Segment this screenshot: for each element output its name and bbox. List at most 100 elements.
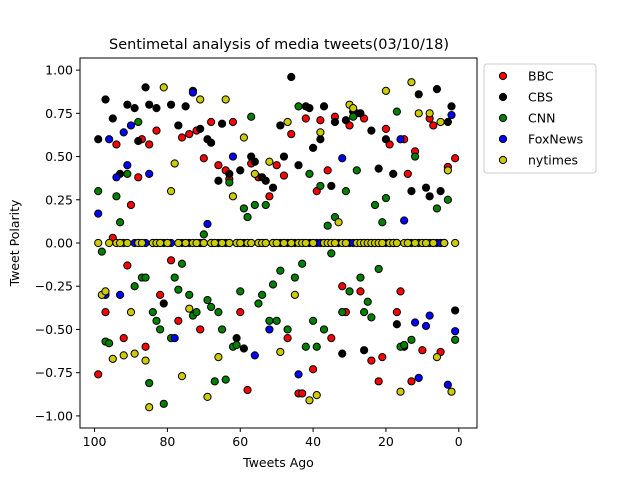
- data-point: [334, 218, 343, 227]
- data-point: [134, 136, 143, 146]
- legend-label: BBC: [528, 69, 554, 84]
- data-point: [341, 238, 350, 248]
- data-point: [119, 128, 128, 137]
- data-point: [214, 161, 223, 170]
- data-point: [272, 161, 281, 170]
- data-point: [214, 353, 223, 362]
- data-point: [232, 340, 241, 350]
- data-point: [174, 316, 183, 325]
- legend-frame: [483, 63, 597, 174]
- data-point: [392, 107, 401, 116]
- data-point: [276, 121, 285, 130]
- data-point: [170, 273, 179, 282]
- data-point: [381, 135, 391, 144]
- legend-label: CBS: [528, 90, 553, 105]
- data-point: [440, 238, 449, 248]
- data-point: [451, 327, 460, 336]
- data-point: [123, 169, 132, 178]
- data-point: [327, 249, 336, 258]
- data-point: [192, 308, 201, 317]
- data-point: [185, 129, 194, 139]
- data-point: [443, 380, 452, 389]
- data-point: [279, 171, 289, 180]
- data-point: [145, 100, 154, 109]
- data-point: [283, 117, 292, 127]
- data-point: [359, 308, 369, 317]
- data-point: [126, 200, 136, 210]
- data-point: [243, 212, 252, 222]
- data-point: [451, 306, 460, 315]
- data-point: [94, 238, 103, 248]
- data-point: [207, 302, 216, 312]
- legend-marker: [498, 71, 508, 81]
- data-point: [272, 238, 281, 248]
- data-point: [407, 377, 416, 386]
- data-point: [115, 218, 125, 227]
- series-cbs: [94, 72, 460, 358]
- x-tick-label: 0: [455, 434, 463, 449]
- data-point: [239, 133, 248, 142]
- data-point: [272, 316, 281, 325]
- data-point: [119, 333, 128, 343]
- data-point: [141, 83, 150, 92]
- data-point: [261, 176, 270, 185]
- data-point: [319, 102, 329, 111]
- data-point: [436, 187, 445, 196]
- data-point: [126, 121, 136, 130]
- data-point: [381, 124, 391, 133]
- plot-area: [94, 72, 460, 412]
- data-point: [400, 340, 409, 350]
- data-point: [188, 88, 198, 97]
- data-point: [105, 339, 114, 348]
- data-point: [134, 117, 143, 127]
- legend-marker: [498, 113, 508, 123]
- data-point: [94, 209, 103, 218]
- legend-label: CNN: [528, 111, 555, 126]
- x-axis: 100 80 60 40 20 0: [83, 428, 463, 449]
- data-point: [174, 121, 183, 130]
- data-point: [123, 100, 132, 109]
- y-tick-label: −0.75: [35, 365, 73, 380]
- data-point: [243, 385, 252, 395]
- y-tick-label: −0.50: [35, 322, 73, 337]
- data-point: [305, 104, 314, 113]
- data-point: [290, 273, 299, 282]
- x-axis-label: Tweets Ago: [242, 455, 314, 470]
- data-point: [97, 247, 106, 256]
- data-point: [112, 140, 121, 149]
- legend-label: nytimes: [528, 153, 578, 168]
- data-point: [166, 256, 176, 265]
- data-point: [432, 204, 442, 213]
- data-point: [374, 377, 383, 386]
- data-point: [261, 238, 270, 248]
- data-point: [389, 169, 398, 178]
- data-point: [130, 104, 139, 113]
- data-point: [101, 308, 110, 317]
- data-point: [250, 157, 259, 166]
- data-point: [327, 333, 336, 343]
- data-point: [268, 183, 278, 192]
- data-point: [414, 90, 423, 99]
- data-point: [177, 372, 187, 381]
- data-point: [338, 282, 347, 291]
- data-point: [309, 316, 318, 325]
- data-point: [236, 238, 245, 248]
- data-point: [101, 95, 110, 104]
- data-point: [378, 218, 387, 227]
- y-tick-label: 1.00: [45, 63, 73, 78]
- series-nytimes: [94, 78, 460, 412]
- data-point: [239, 344, 248, 353]
- data-point: [396, 287, 405, 296]
- data-point: [283, 333, 292, 343]
- data-point: [367, 126, 376, 135]
- data-point: [181, 102, 190, 111]
- data-point: [225, 178, 234, 187]
- data-point: [414, 373, 423, 382]
- data-point: [425, 311, 434, 320]
- data-point: [156, 325, 165, 334]
- x-tick-label: 80: [159, 434, 175, 449]
- data-point: [407, 335, 416, 344]
- data-point: [345, 287, 354, 296]
